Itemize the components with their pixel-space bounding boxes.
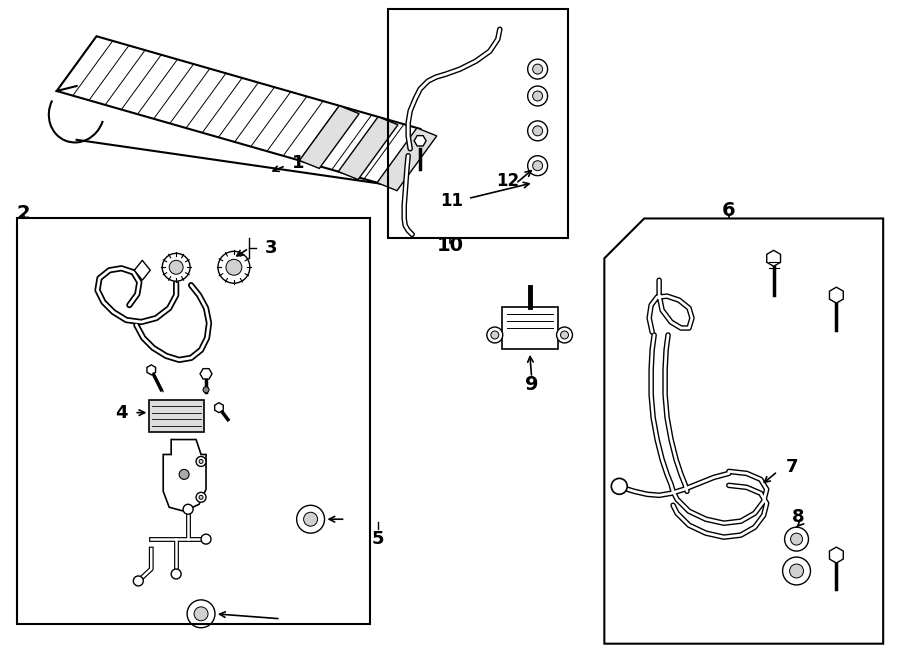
Polygon shape xyxy=(163,440,206,511)
Circle shape xyxy=(785,527,808,551)
Circle shape xyxy=(169,260,183,274)
Polygon shape xyxy=(134,260,150,280)
Polygon shape xyxy=(57,36,420,183)
Circle shape xyxy=(194,607,208,621)
Polygon shape xyxy=(414,136,426,146)
Circle shape xyxy=(303,512,318,526)
Circle shape xyxy=(527,121,547,141)
Text: 10: 10 xyxy=(436,236,464,255)
Circle shape xyxy=(527,59,547,79)
Polygon shape xyxy=(300,106,359,168)
Circle shape xyxy=(487,327,503,343)
Circle shape xyxy=(183,504,194,514)
Circle shape xyxy=(533,126,543,136)
Text: 7: 7 xyxy=(786,458,797,477)
Circle shape xyxy=(187,600,215,628)
Circle shape xyxy=(226,260,242,275)
Text: 8: 8 xyxy=(792,508,805,526)
Text: 2: 2 xyxy=(17,204,31,223)
Polygon shape xyxy=(147,365,156,375)
Text: 4: 4 xyxy=(115,404,128,422)
Polygon shape xyxy=(830,547,843,563)
Bar xyxy=(149,400,204,432)
Circle shape xyxy=(199,495,203,499)
Circle shape xyxy=(297,505,325,533)
Circle shape xyxy=(789,564,804,578)
Polygon shape xyxy=(767,250,780,266)
Circle shape xyxy=(133,576,143,586)
Circle shape xyxy=(611,479,627,495)
Circle shape xyxy=(196,457,206,467)
Bar xyxy=(388,9,568,238)
Text: 1: 1 xyxy=(292,154,305,171)
Circle shape xyxy=(179,469,189,479)
Text: 12: 12 xyxy=(496,171,519,189)
Circle shape xyxy=(199,459,203,463)
Circle shape xyxy=(491,331,499,339)
Circle shape xyxy=(527,86,547,106)
Circle shape xyxy=(218,252,250,283)
Bar xyxy=(502,307,557,349)
Circle shape xyxy=(171,569,181,579)
Polygon shape xyxy=(215,402,223,412)
Circle shape xyxy=(203,387,209,393)
Circle shape xyxy=(533,64,543,74)
Circle shape xyxy=(556,327,572,343)
Text: 3: 3 xyxy=(265,240,277,258)
Circle shape xyxy=(196,493,206,502)
Text: 6: 6 xyxy=(722,201,735,220)
Polygon shape xyxy=(338,117,398,179)
Text: 9: 9 xyxy=(525,375,538,395)
Circle shape xyxy=(561,331,569,339)
Circle shape xyxy=(783,557,811,585)
Circle shape xyxy=(533,91,543,101)
Polygon shape xyxy=(200,369,212,379)
Polygon shape xyxy=(830,287,843,303)
Text: 5: 5 xyxy=(372,530,384,548)
Polygon shape xyxy=(377,128,436,191)
Bar xyxy=(17,218,370,624)
Circle shape xyxy=(162,254,190,281)
Circle shape xyxy=(533,161,543,171)
Circle shape xyxy=(527,156,547,175)
Text: 11: 11 xyxy=(440,191,464,210)
Circle shape xyxy=(790,533,803,545)
Circle shape xyxy=(201,534,211,544)
